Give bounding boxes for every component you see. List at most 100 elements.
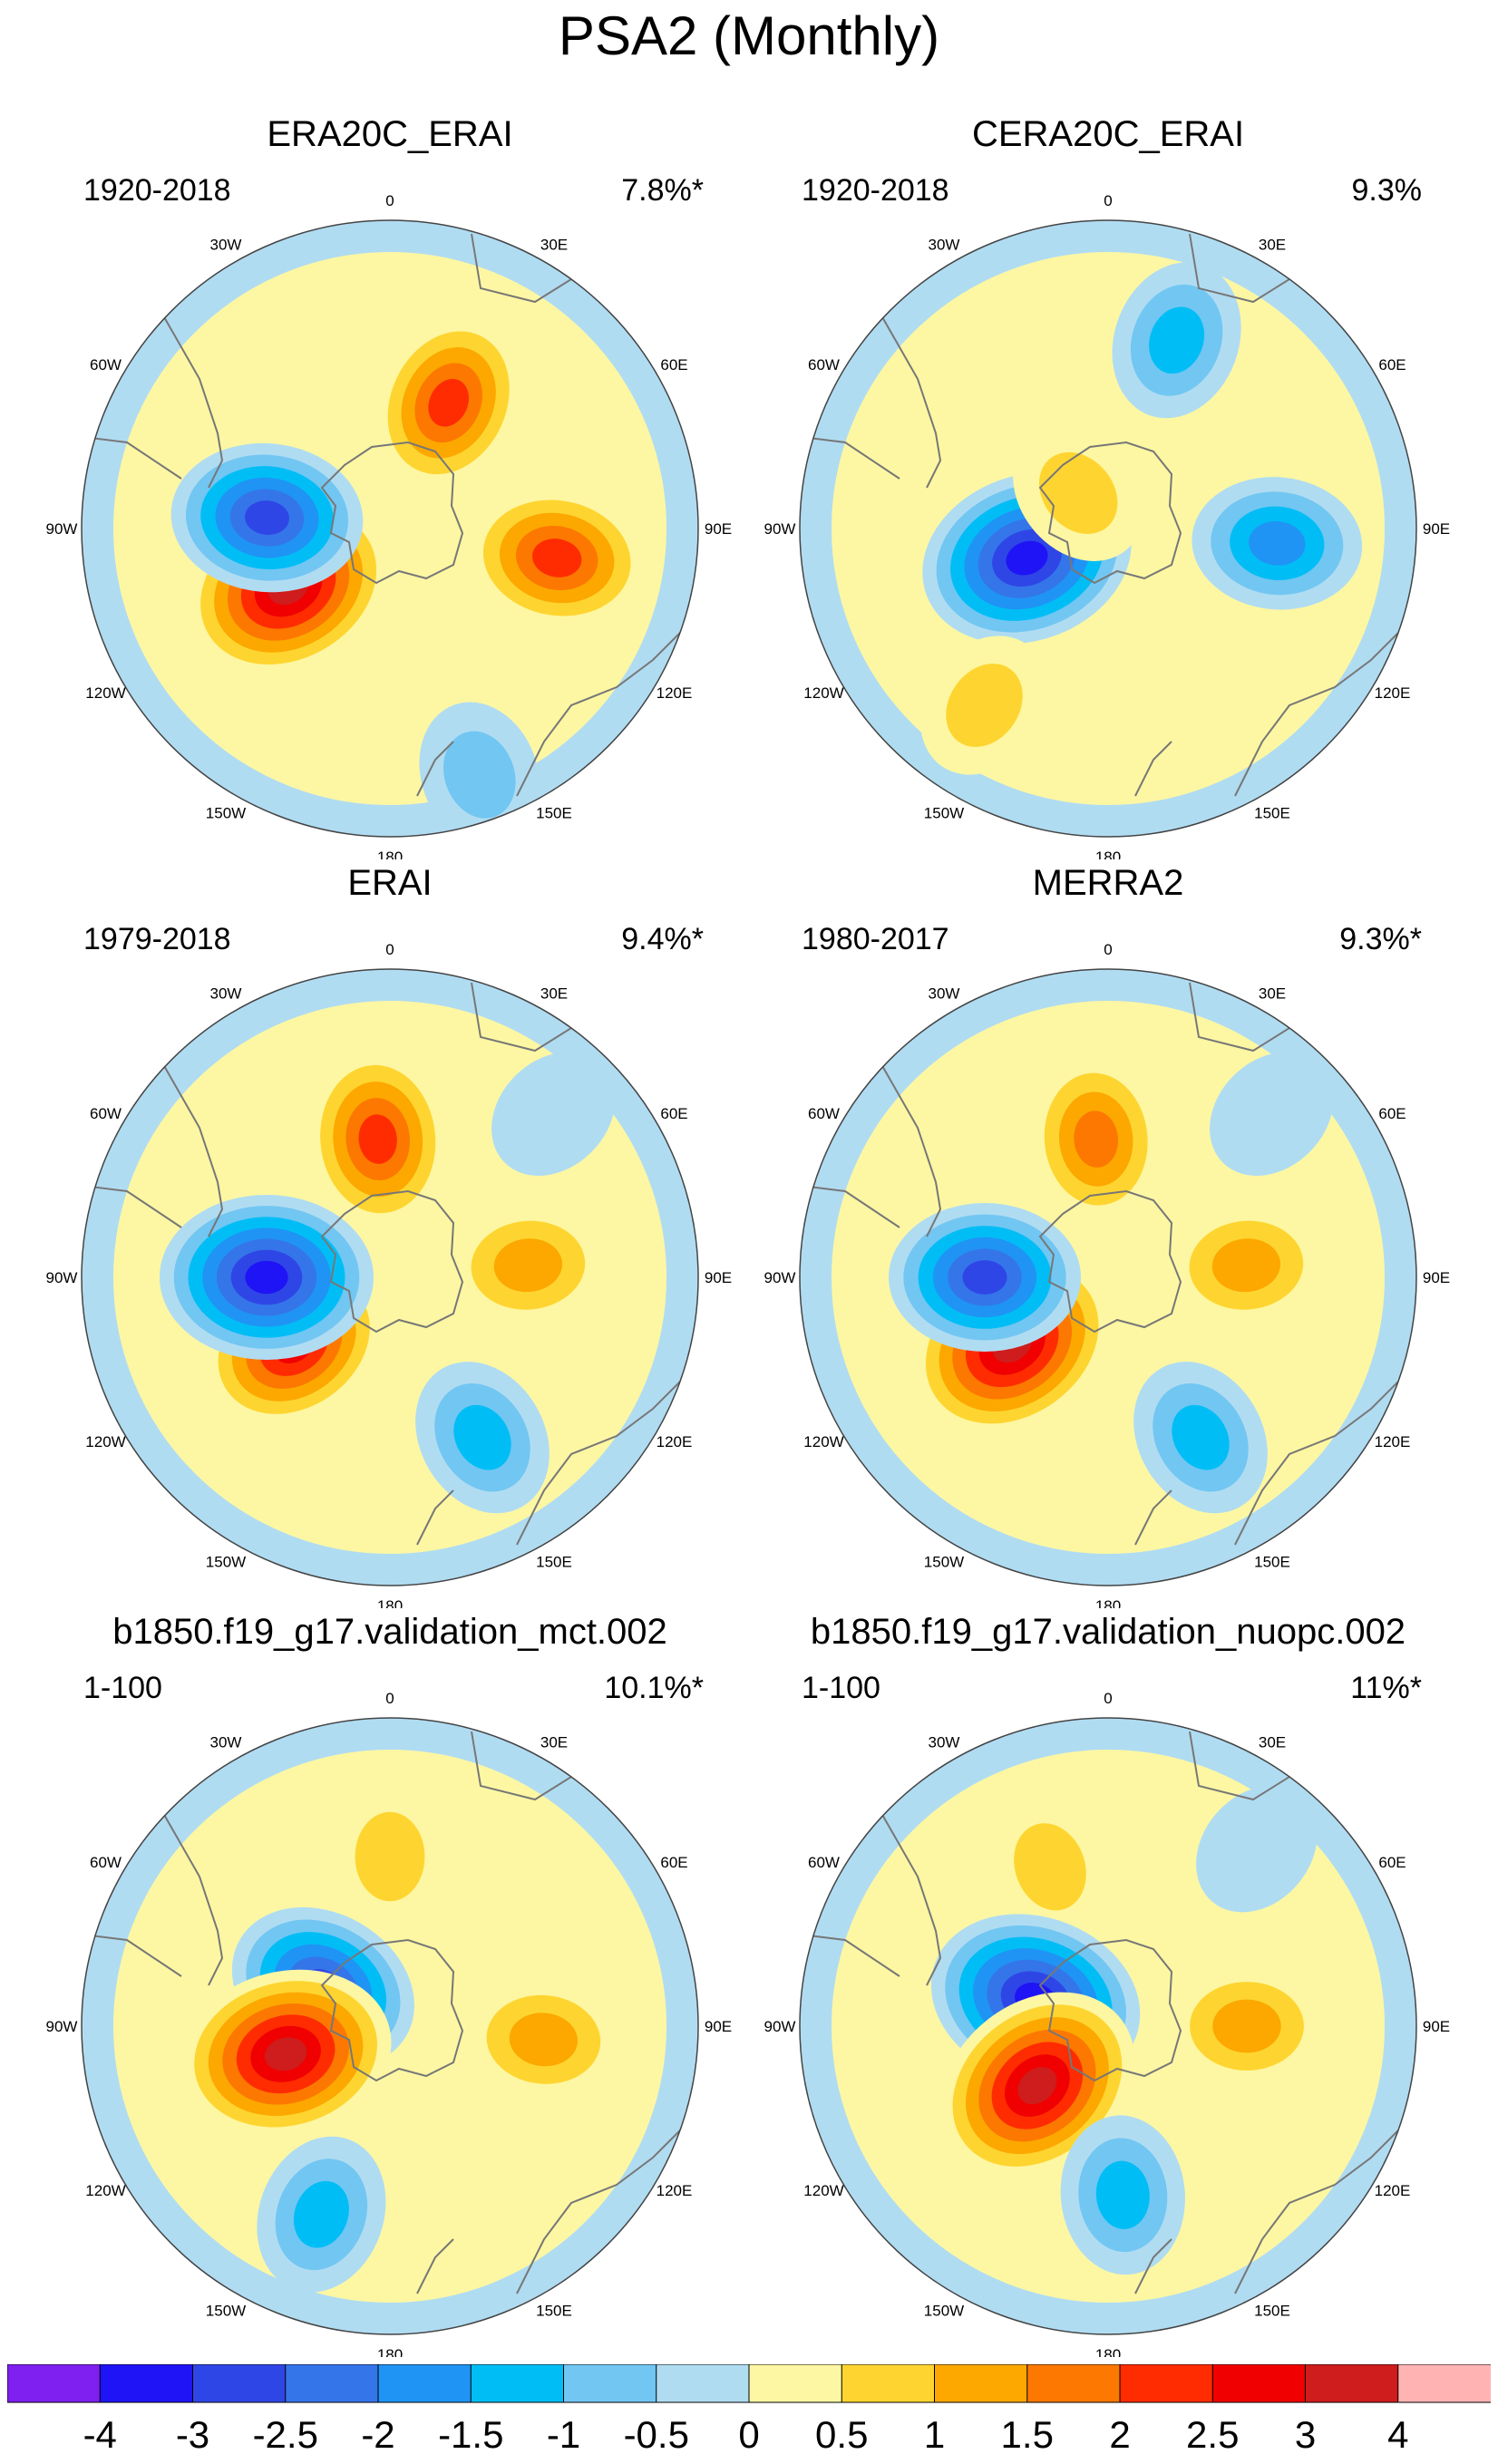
panel-title: MERRA2 <box>1032 863 1184 903</box>
colorbar-label: -2.5 <box>253 2413 318 2455</box>
longitude-label: 60W <box>808 1854 840 1871</box>
longitude-label: 180 <box>377 849 403 859</box>
longitude-label: 120W <box>803 1433 843 1450</box>
longitude-label: 30E <box>1259 237 1286 254</box>
positive-anomaly-contour <box>355 1811 425 1902</box>
longitude-label: 30E <box>540 1734 568 1751</box>
colorbar-label: -0.5 <box>624 2413 689 2455</box>
period-label: 1-100 <box>802 1671 880 1705</box>
australia-nz-coastline <box>416 2129 681 2294</box>
longitude-label: 60W <box>808 356 840 373</box>
australia-nz-coastline <box>416 1381 681 1546</box>
negative-anomaly-contour <box>245 1260 288 1295</box>
map-panel: b1850.f19_g17.validation_mct.002 0 30E 60E 9… <box>27 1605 753 2357</box>
longitude-label: 60W <box>90 1854 122 1871</box>
longitude-label: 0 <box>1104 192 1112 209</box>
antarctica-coastline <box>320 1189 464 1334</box>
longitude-label: 90W <box>46 2018 78 2035</box>
colorbar-label: 1.5 <box>1001 2413 1054 2455</box>
australia-nz-coastline <box>416 632 681 797</box>
positive-anomaly-contour <box>509 2013 579 2067</box>
positive-anomaly-contour <box>493 1238 563 1293</box>
map-panel: CERA20C_ERAI 0 30E 60E 90E 120E 150E 180 150W 120… <box>745 107 1471 859</box>
colorbar-swatch <box>470 2364 565 2403</box>
negative-anomaly-contour <box>1196 1786 1318 1913</box>
longitude-label: 30W <box>929 1734 960 1751</box>
longitude-label: 30W <box>210 1734 242 1751</box>
longitude-label: 120E <box>1375 684 1411 702</box>
longitude-label: 150E <box>536 1554 572 1571</box>
colorbar-swatch <box>99 2364 194 2403</box>
longitude-label: 120W <box>803 684 843 702</box>
antarctica-coastline <box>1038 1938 1182 2082</box>
longitude-label: 150W <box>206 1554 246 1571</box>
longitude-label: 0 <box>385 192 394 209</box>
negative-anomaly-contour <box>1172 1404 1230 1470</box>
colorbar-swatch <box>934 2364 1028 2403</box>
longitude-label: 120E <box>657 1433 693 1450</box>
positive-anomaly-contour <box>1014 1823 1086 1911</box>
longitude-label: 90E <box>705 1269 732 1286</box>
longitude-label: 90W <box>764 1269 796 1286</box>
australia-nz-coastline <box>1134 632 1399 797</box>
longitude-label: 60E <box>660 356 687 373</box>
longitude-label: 60W <box>90 1105 122 1122</box>
panel-title: b1850.f19_g17.validation_nuopc.002 <box>810 1612 1406 1652</box>
positive-anomaly-contour <box>1074 1111 1119 1168</box>
longitude-label: 30W <box>929 237 960 254</box>
positive-anomaly-contour <box>428 378 470 427</box>
longitude-label: 150W <box>206 2303 246 2320</box>
colorbar-label: 0 <box>738 2413 759 2455</box>
colorbar-swatch <box>656 2364 750 2403</box>
longitude-label: 180 <box>377 2346 403 2357</box>
colorbar-label: 2.5 <box>1186 2413 1239 2455</box>
longitude-label: 0 <box>385 941 394 958</box>
colorbar-label: -4 <box>83 2413 117 2455</box>
antarctica-coastline <box>320 1938 464 2082</box>
antarctica-coastline <box>1038 1189 1182 1334</box>
positive-anomaly-contour <box>1039 451 1118 534</box>
colorbar-label: -1.5 <box>438 2413 503 2455</box>
map-rim <box>81 1717 699 2335</box>
colorbar-swatch <box>1397 2364 1491 2403</box>
variance-percent: 9.3% <box>1351 173 1423 208</box>
longitude-label: 180 <box>1095 2346 1121 2357</box>
longitude-label: 60W <box>808 1105 840 1122</box>
australia-nz-coastline <box>1134 2129 1399 2294</box>
longitude-label: 120E <box>1375 1433 1411 1450</box>
longitude-label: 120E <box>657 2182 693 2199</box>
longitude-label: 90W <box>764 520 796 538</box>
antarctica-coastline <box>320 441 464 585</box>
longitude-label: 60E <box>660 1105 687 1122</box>
longitude-label: 60E <box>1378 356 1406 373</box>
colorbar-swatch <box>748 2364 843 2403</box>
colorbar-swatch <box>377 2364 472 2403</box>
longitude-label: 90E <box>705 520 732 538</box>
longitude-label: 30E <box>1259 985 1286 1003</box>
longitude-label: 150E <box>536 2303 572 2320</box>
longitude-label: 90W <box>764 2018 796 2035</box>
colorbar-label: -1 <box>547 2413 580 2455</box>
longitude-label: 0 <box>1104 1690 1112 1707</box>
longitude-label: 60E <box>1378 1105 1406 1122</box>
colorbar-label: -3 <box>176 2413 209 2455</box>
longitude-label: 30E <box>1259 1734 1286 1751</box>
map-panel: ERAI 0 30E 60E 90E 120E 150E 180 150W 120W 90W 60W 3… <box>27 856 753 1608</box>
map-rim <box>799 1717 1417 2335</box>
panel-title: ERA20C_ERAI <box>267 114 513 154</box>
positive-anomaly-contour <box>1211 1238 1281 1293</box>
colorbar-label: 2 <box>1109 2413 1130 2455</box>
positive-anomaly-contour <box>1017 2066 1057 2105</box>
map-background <box>82 220 698 837</box>
longitude-label: 120W <box>85 2182 125 2199</box>
antarctica-coastline <box>1038 441 1182 585</box>
negative-anomaly-contour <box>962 1260 1007 1295</box>
map-panel: MERRA2 0 30E 60E 90E 120E 150E 180 150W 120W 90W 60… <box>745 856 1471 1608</box>
colorbar-swatch <box>1305 2364 1399 2403</box>
colorbar-label: 4 <box>1387 2413 1408 2455</box>
longitude-label: 30W <box>210 237 242 254</box>
map-rim <box>81 968 699 1586</box>
positive-anomaly-contour <box>532 538 582 577</box>
colorbar-swatch <box>192 2364 287 2403</box>
map-panel: ERA20C_ERAI 0 30E 60E 90E 120E 150E 180 150W 120W… <box>27 107 753 859</box>
